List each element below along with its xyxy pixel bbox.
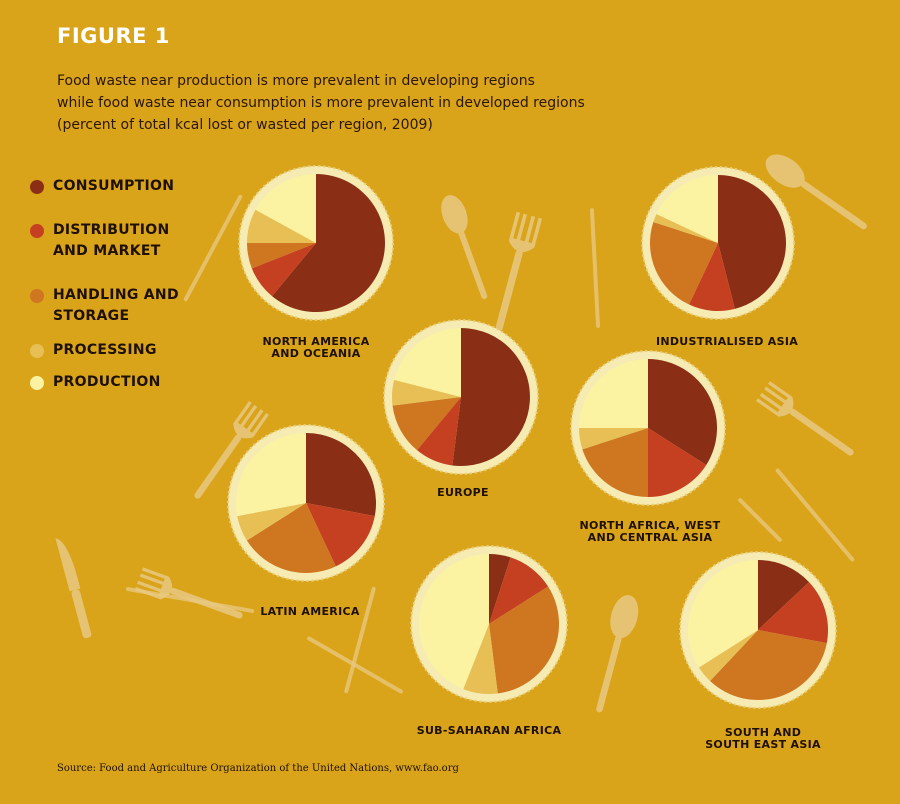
region-label-north-africa-west-and-central-asia: NORTH AFRICA, WEST AND CENTRAL ASIA [579,519,721,544]
region-label-europe: EUROPE [437,486,489,499]
legend-swatch-distribution [30,224,44,238]
pie-slice-consumption [306,433,377,517]
pie-slice-distribution [758,582,829,644]
pie-slice-production [656,175,718,243]
legend-item-handling: HANDLING AND STORAGE [30,285,230,327]
pie-slice-processing [237,503,306,541]
legend-swatch-production [30,376,44,390]
pie-slice-production [255,174,316,243]
pie-slice-production [579,359,648,428]
pie-rim-texture [238,165,394,321]
pie-slice-distribution [251,243,316,297]
pie-slice-processing [579,428,648,450]
legend-label-processing: PROCESSING [53,342,157,358]
pie-slice-distribution [689,243,735,311]
pie-slice-processing [698,630,758,682]
pie-south-and-south-east-asia [679,551,837,709]
legend-item-consumption: CONSUMPTION [30,176,230,197]
knife-icon [738,498,782,542]
pie-slice-consumption [272,174,385,312]
pie-slice-handling [582,428,648,497]
pie-rim-texture [679,551,837,709]
pie-slice-handling [710,630,827,701]
fork-icon [756,381,854,456]
legend-label-distribution: DISTRIBUTION AND MARKET [53,222,170,259]
pie-industrialised-asia [641,166,795,320]
region-label-latin-america: LATIN AMERICA [260,605,360,618]
legend-label-production: PRODUCTION [53,374,161,390]
knife-icon [589,208,601,328]
pie-rim-texture [227,424,385,582]
fork-icon [495,211,543,332]
pie-slice-consumption [758,560,810,630]
pie-slice-consumption [489,554,511,624]
legend-label-consumption: CONSUMPTION [53,178,175,194]
knife-icon [183,194,243,302]
spoon-icon [441,195,488,300]
legend-swatch-consumption [30,180,44,194]
pie-slice-consumption [452,328,530,466]
pie-slice-distribution [648,428,707,497]
legend-item-production: PRODUCTION [30,372,230,393]
pie-slice-distribution [417,397,461,466]
subtitle-line-3: (percent of total kcal lost or wasted pe… [57,117,433,133]
pie-rim-texture [570,350,726,506]
pie-north-africa-west-and-central-asia [570,350,726,506]
pie-rim-texture [641,166,795,320]
pie-slice-distribution [489,557,549,624]
spoon-icon [596,595,639,713]
pie-slice-processing [247,209,316,243]
legend-swatch-handling [30,289,44,303]
legend-label-handling: HANDLING AND STORAGE [53,287,179,324]
figure-label: FIGURE 1 [57,24,170,48]
pie-rim-texture [383,319,539,475]
pie-slice-consumption [648,359,718,465]
pie-slice-production [688,560,758,668]
pie-sub-saharan-africa [410,545,568,703]
pie-latin-america [227,424,385,582]
pie-slice-handling [247,243,316,269]
pie-slice-production [394,328,461,397]
legend-item-processing: PROCESSING [30,340,230,361]
legend-item-distribution: DISTRIBUTION AND MARKET [30,220,230,262]
region-label-industrialised-asia: INDUSTRIALISED ASIA [655,335,799,348]
knife-icon [55,538,92,639]
pie-rim-texture [410,545,568,703]
pie-slice-processing [653,214,718,243]
legend-swatch-processing [30,344,44,358]
pie-slice-handling [489,586,559,694]
pie-slice-processing [391,379,461,406]
pie-north-america-and-oceania [238,165,394,321]
subtitle-line-2: while food waste near consumption is mor… [57,95,585,111]
knife-icon [125,587,255,613]
pie-slice-handling [392,397,461,451]
region-label-sub-saharan-africa: SUB-SAHARAN AFRICA [416,724,562,737]
pie-slice-production [235,433,306,517]
spoon-icon [765,154,867,230]
pie-slice-production [419,554,489,690]
pie-europe [383,319,539,475]
fork-icon [194,401,269,499]
knife-icon [775,468,855,562]
pie-slice-handling [246,503,336,573]
pie-slice-handling [650,221,718,305]
pie-slice-processing [463,624,498,695]
source-note: Source: Food and Agriculture Organizatio… [57,763,459,774]
subtitle-line-1: Food waste near production is more preva… [57,73,535,89]
region-label-south-and-south-east-asia: SOUTH AND SOUTH EAST ASIA [705,726,821,751]
knife-icon [344,586,376,694]
pie-slice-consumption [718,175,786,309]
region-label-north-america-and-oceania: NORTH AMERICA AND OCEANIA [262,335,370,360]
pie-slice-distribution [306,503,375,567]
